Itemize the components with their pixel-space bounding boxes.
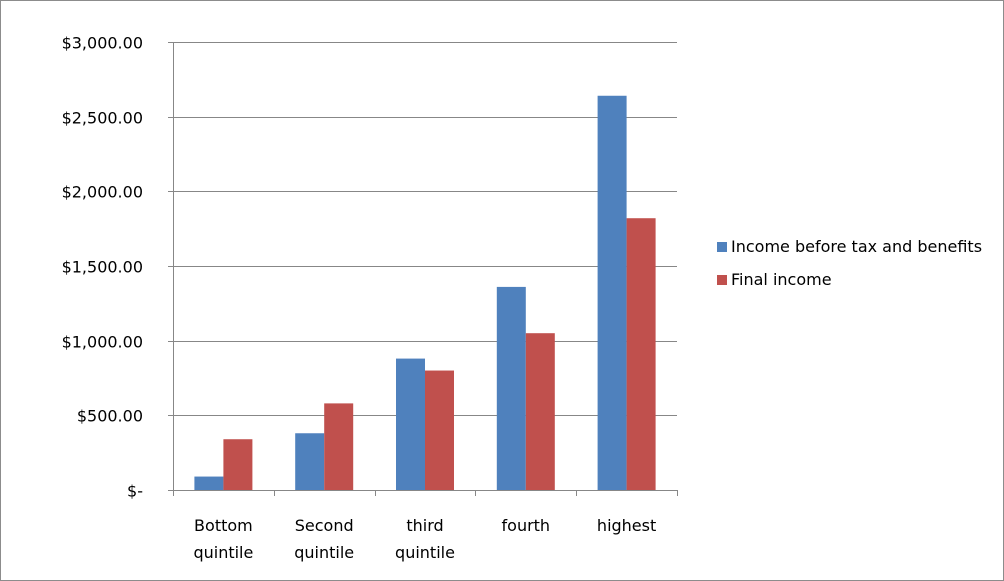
x-tick-label: Bottom quintile — [193, 516, 253, 562]
y-tick-labels: $- $500.00 $1,000.00 $1,500.00 $2,000.00 $2,5… — [62, 34, 143, 501]
y-tick-label: $1,000.00 — [62, 333, 143, 352]
y-tick-label: $3,000.00 — [62, 34, 143, 53]
x-tick-label: fourth — [502, 516, 551, 535]
bar-series-2-cat-4 — [525, 333, 555, 490]
bar-series-1-cat-4 — [496, 286, 526, 490]
y-tick-label: $500.00 — [77, 407, 143, 426]
bar-series-2-cat-5 — [626, 218, 656, 491]
x-tick-label: Second quintile — [294, 516, 354, 562]
legend-item-series-2: Final income — [717, 266, 997, 294]
legend-item-series-1: Income before tax and benefits — [717, 233, 997, 261]
legend-swatch-series-1 — [717, 242, 727, 252]
y-tick-label: $2,000.00 — [62, 183, 143, 202]
bar-series-2-cat-1 — [223, 439, 253, 490]
bar-series-1-cat-1 — [194, 476, 224, 490]
axes — [168, 42, 678, 496]
legend-label-series-1: Income before tax and benefits — [731, 237, 983, 256]
x-tick-label: third quintile — [395, 516, 455, 562]
x-tick-labels: Bottom quintile Second quintile third quintil… — [193, 516, 656, 562]
y-tick-label: $1,500.00 — [62, 258, 143, 277]
bar-series-2-cat-2 — [324, 403, 354, 490]
bar-series-2-cat-3 — [425, 370, 454, 490]
bar-series-1-cat-5 — [597, 95, 627, 490]
bars — [194, 95, 656, 491]
legend-label-series-2: Final income — [731, 270, 832, 289]
y-tick-label: $2,500.00 — [62, 109, 143, 128]
legend-swatch-series-2 — [717, 275, 727, 285]
y-tick-label: $- — [127, 482, 143, 501]
bar-series-1-cat-2 — [295, 433, 325, 490]
legend: Income before tax and benefits Final inc… — [717, 233, 997, 294]
gridlines — [173, 42, 677, 416]
x-tick-label: highest — [597, 516, 656, 535]
bar-series-1-cat-3 — [396, 358, 425, 490]
